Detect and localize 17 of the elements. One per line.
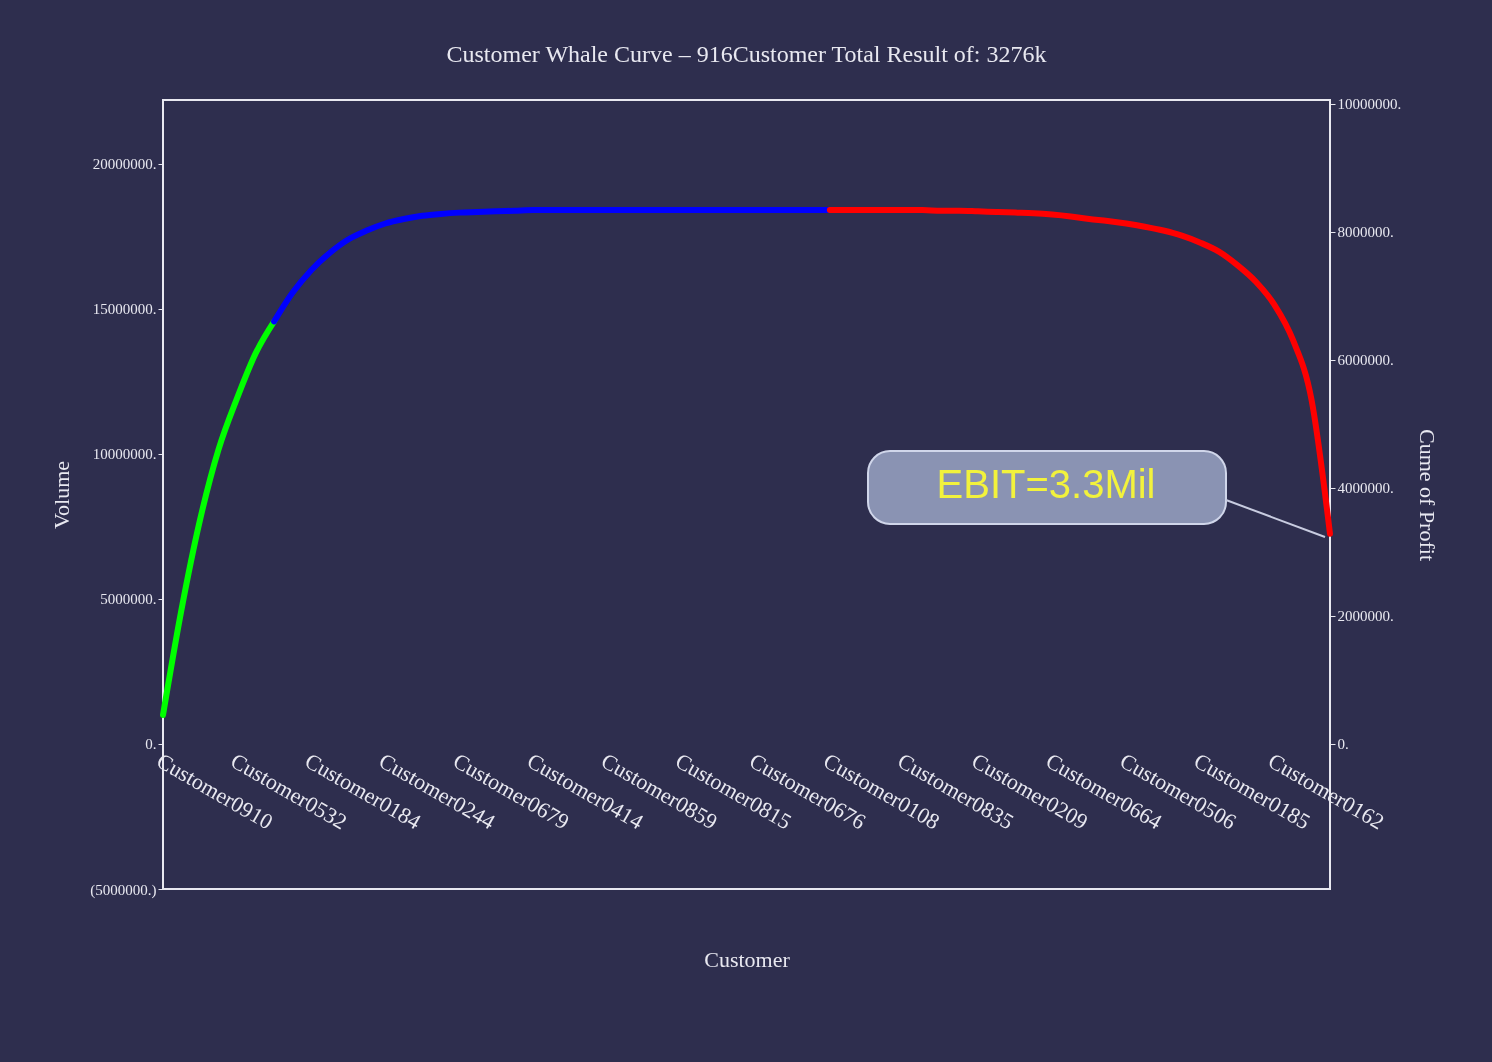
y2-tick-label: 6000000. bbox=[1337, 352, 1394, 369]
y2-tick-label: 2000000. bbox=[1337, 608, 1394, 625]
y2-tick-label: 10000000. bbox=[1337, 96, 1402, 113]
y-tick-label: 10000000. bbox=[92, 446, 157, 463]
y-tick-label: (5000000.) bbox=[90, 881, 157, 899]
annotation: EBIT=3.3Mil bbox=[936, 462, 1156, 506]
y2-tick-label: 8000000. bbox=[1337, 224, 1394, 241]
y2-tick-label: 4000000. bbox=[1337, 480, 1394, 497]
y-tick-label: 20000000. bbox=[92, 156, 157, 173]
y2-axis-title: Cume of Profit bbox=[1415, 429, 1441, 561]
y-tick-label: 15000000. bbox=[92, 301, 157, 318]
y-axis-title: Volume bbox=[49, 460, 75, 530]
y2-tick-label: 0. bbox=[1337, 736, 1349, 753]
y-tick-label: 0. bbox=[145, 736, 157, 753]
y-tick-label: 5000000. bbox=[100, 591, 157, 608]
x-axis-title: Customer bbox=[704, 946, 791, 972]
chart-title: Customer Whale Curve – 916Customer Total Result of: 3276k bbox=[446, 40, 1047, 67]
